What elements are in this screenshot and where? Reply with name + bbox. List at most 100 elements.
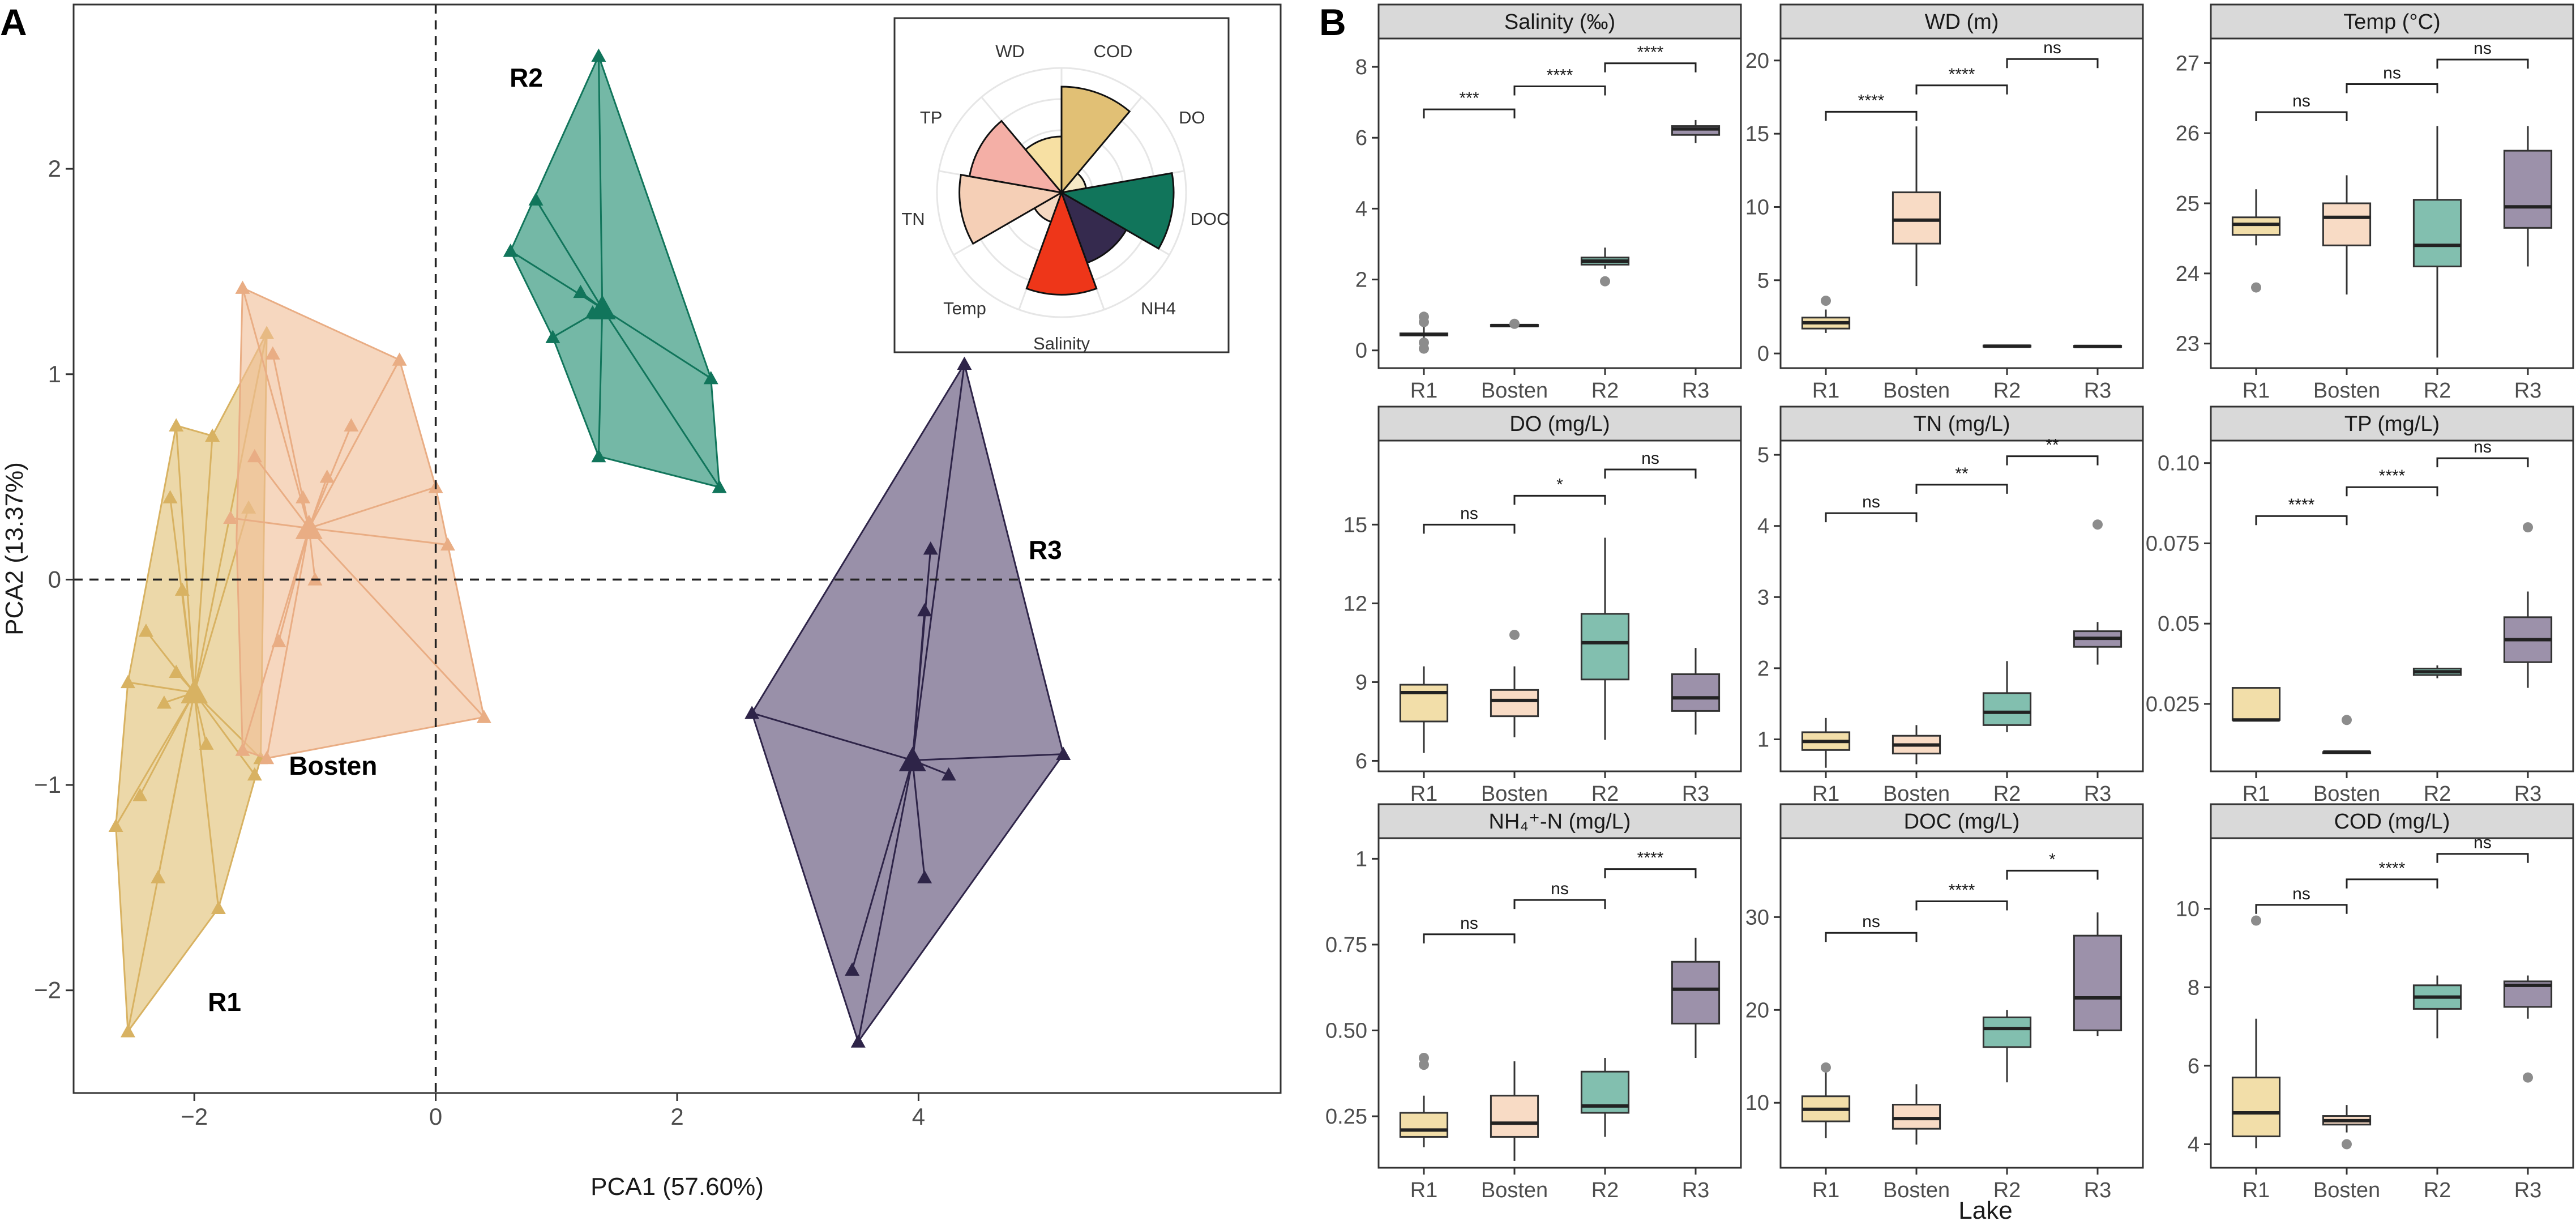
pca-group-R2: R2 xyxy=(503,48,727,493)
outlier-point xyxy=(1600,276,1610,287)
sig-label: ns xyxy=(2474,438,2492,456)
panel-strip xyxy=(1377,803,1742,839)
sig-label: * xyxy=(1556,475,1563,494)
rose-label-Temp: Temp xyxy=(943,298,986,318)
y-tick-label: 4 xyxy=(2188,1133,2200,1156)
outlier-point xyxy=(1509,318,1520,329)
sig-bracket xyxy=(2255,515,2348,526)
rose-label-NH4: NH4 xyxy=(1141,298,1176,318)
y-tick-label: 0 xyxy=(1757,342,1769,366)
rose-label-TN: TN xyxy=(901,209,925,229)
panel-strip xyxy=(2210,803,2574,839)
pca-spoke xyxy=(277,528,310,642)
pca-group-label-R3: R3 xyxy=(1029,535,1062,565)
y-tick-label: 0.05 xyxy=(2158,612,2200,636)
x-tick-label: R1 xyxy=(1410,782,1438,806)
pca-centroid-R1 xyxy=(181,678,208,704)
x-tick-label: R1 xyxy=(2243,782,2270,806)
y-tick-label: 12 xyxy=(1343,592,1367,616)
x-tick-label: R2 xyxy=(1591,1179,1619,1202)
x-tick-label: Bosten xyxy=(2313,1179,2380,1202)
pca-spoke xyxy=(912,610,926,761)
y-tick-label: 8 xyxy=(1355,56,1367,79)
y-tick-label: 5 xyxy=(1757,269,1769,293)
y-tick-label: 1 xyxy=(1757,728,1769,752)
x-tick-label: Bosten xyxy=(1883,1179,1950,1202)
pca-spoke xyxy=(309,486,437,530)
y-tick-label: 15 xyxy=(1745,122,1769,146)
outlier-point xyxy=(1419,1053,1429,1063)
pca-spoke xyxy=(597,56,604,309)
pca-point xyxy=(545,330,560,343)
pca-point xyxy=(344,418,359,432)
sig-bracket xyxy=(2436,58,2529,69)
pca-spoke xyxy=(157,692,195,878)
pca-point xyxy=(265,346,280,360)
pca-spoke xyxy=(751,712,913,761)
boxplot-panel-2: WD (m) 0 5 10 15 20 R1 Bosten R2 R3 **** **** ns xyxy=(1745,3,2144,403)
y-tick-label: 2 xyxy=(1355,268,1367,292)
panel-strip xyxy=(1779,3,2144,40)
pca-group-label-R2: R2 xyxy=(510,63,543,92)
pca-spoke xyxy=(309,527,448,546)
rose-label-DO: DO xyxy=(1179,108,1205,127)
box-R3 xyxy=(2503,150,2553,229)
pca-point xyxy=(132,788,148,801)
pca-group-R1: R1 xyxy=(108,326,275,1038)
y-tick-label: 0.075 xyxy=(2146,532,2200,556)
pca-point xyxy=(712,480,727,493)
panel-strip xyxy=(1779,405,2144,442)
rose-label-COD: COD xyxy=(1094,41,1133,61)
sig-label: ns xyxy=(1460,504,1478,523)
panel-strip xyxy=(1779,803,2144,839)
x-tick-label: Bosten xyxy=(1883,379,1950,403)
pca-point xyxy=(528,192,544,206)
x-tick-label: Bosten xyxy=(2313,782,2380,806)
pca-point xyxy=(503,244,518,257)
boxplot-panel-7: NH₄⁺-N (mg/L) 0.25 0.50 0.75 1 R1 Bosten R2 R3 ns… xyxy=(1325,803,1742,1202)
pca-centroid-Bosten xyxy=(295,514,323,539)
x-tick-label: R1 xyxy=(1410,379,1438,403)
pca-point xyxy=(923,541,938,555)
box-R1 xyxy=(2231,216,2281,236)
pca-spoke xyxy=(266,528,310,759)
panel-label-a: A xyxy=(0,1,27,43)
x-tick-label: R1 xyxy=(2243,379,2270,403)
sig-bracket xyxy=(2346,83,2438,93)
boxplot-panel-9: COD (mg/L) 4 6 8 10 R1 Bosten R2 R3 ns **** ns xyxy=(2176,803,2574,1202)
y-tick-label: 30 xyxy=(1745,906,1769,929)
pca-point xyxy=(319,469,335,483)
sig-bracket xyxy=(1423,523,1516,534)
outlier-point xyxy=(1821,296,1831,306)
y-tick-label: 0 xyxy=(1355,339,1367,363)
panel-title: WD (m) xyxy=(1925,10,1999,34)
y-tick-label: 15 xyxy=(1343,513,1367,537)
box-R1 xyxy=(1399,684,1449,723)
outlier-point xyxy=(2342,1139,2352,1150)
sig-label: ns xyxy=(1641,449,1659,468)
pca-point xyxy=(573,284,588,298)
x-tick-label: R1 xyxy=(1812,782,1840,806)
panel-title: Temp (°C) xyxy=(2343,10,2440,34)
rose-wedge-DOC xyxy=(1059,172,1175,250)
pca-spoke xyxy=(254,455,310,529)
panel-title: TP (mg/L) xyxy=(2344,412,2440,436)
x-tick-label: R2 xyxy=(2424,1179,2451,1202)
box-R3 xyxy=(1671,673,1721,712)
box-R2 xyxy=(1580,613,1630,681)
rose-label-Salinity: Salinity xyxy=(1033,334,1090,353)
pca-point xyxy=(1056,746,1071,761)
x-tick-label: Bosten xyxy=(2313,379,2380,403)
x-tick-label: R3 xyxy=(2084,1179,2112,1202)
pca-point xyxy=(162,490,178,503)
sig-label: ns xyxy=(2292,92,2310,110)
y-tick-label: 2 xyxy=(1757,657,1769,681)
y-tick-label: 23 xyxy=(2176,332,2200,356)
rose-label-DOC: DOC xyxy=(1191,209,1230,229)
outlier-point xyxy=(2251,915,2261,926)
pca-point xyxy=(476,710,491,723)
y-tick-label: 20 xyxy=(1745,49,1769,73)
pca-point xyxy=(259,750,275,765)
sig-bracket xyxy=(2006,455,2099,466)
